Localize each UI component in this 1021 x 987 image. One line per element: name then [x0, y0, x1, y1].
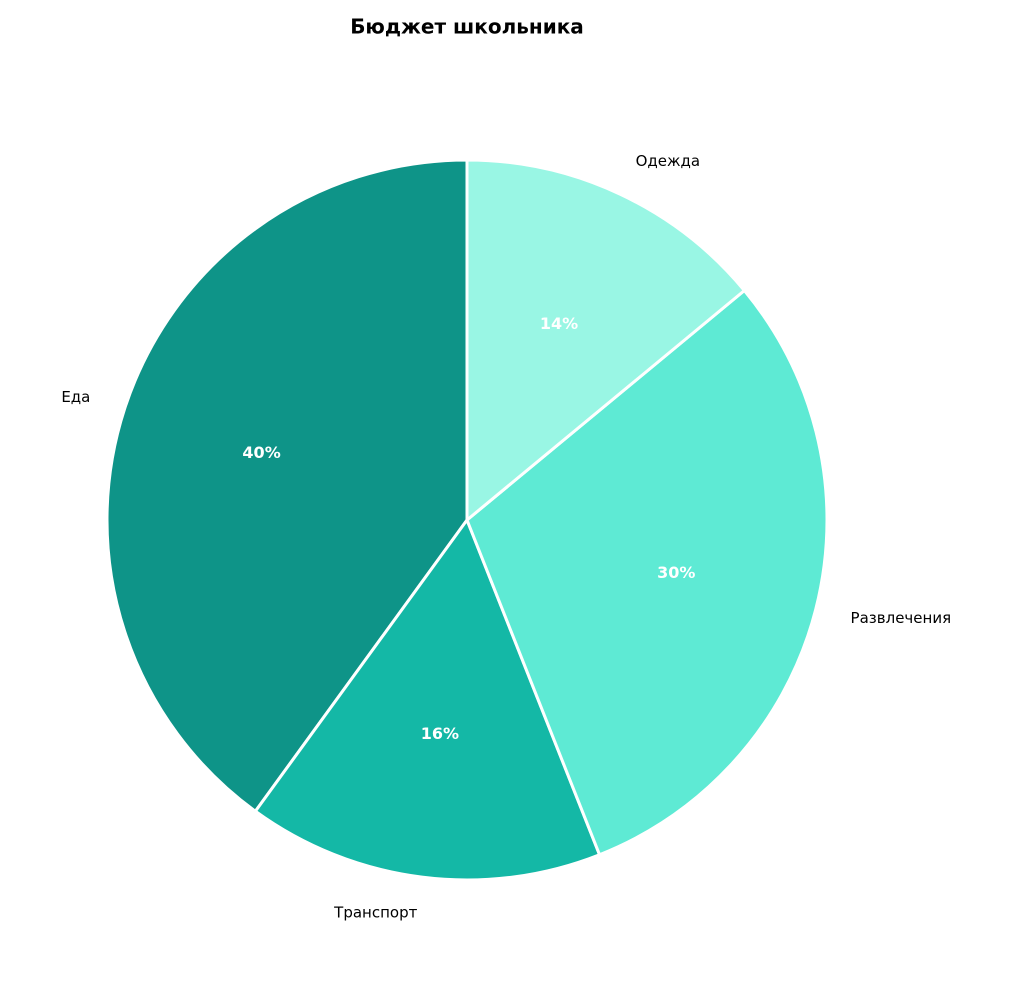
category-label: Транспорт	[333, 903, 417, 921]
pie-wedge	[465, 289, 829, 857]
chart-title: Бюджет школьника	[350, 15, 584, 39]
value-label: 40%	[242, 443, 280, 462]
pie-wedge	[105, 158, 469, 813]
category-label: Развлечения	[851, 609, 952, 627]
pie-wedge	[465, 158, 746, 522]
category-label: Одежда	[636, 152, 700, 170]
value-label: 14%	[540, 314, 578, 333]
value-label: 16%	[421, 724, 459, 743]
value-label: 30%	[657, 563, 695, 582]
category-label: Еда	[61, 388, 90, 406]
pie-wedge	[253, 518, 602, 882]
